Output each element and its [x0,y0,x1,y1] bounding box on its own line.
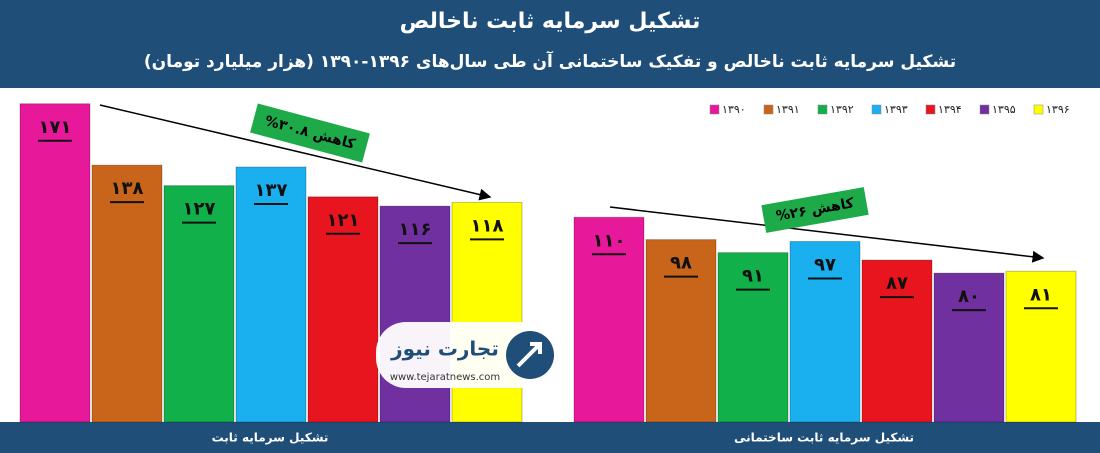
bar [163,185,235,423]
legend-swatch [817,104,828,115]
value-label: ۹۱ [742,266,764,287]
trend-arrow [609,206,1045,263]
watermark-name: تجارت نیوز [390,337,499,361]
legend-swatch [709,104,720,115]
bar [645,239,717,423]
value-label: ۱۱۰ [593,230,626,251]
chart-subtitle: تشکیل سرمایه ثابت ناخالص و تفکیک ساختمان… [144,50,956,72]
trend-arrow [99,104,492,201]
value-label: ۹۷ [814,254,836,275]
legend-label: ۱۳۹۱ [776,103,800,116]
legend-label: ۱۳۹۵ [992,103,1016,116]
bar [235,166,307,423]
value-label: ۸۱ [1030,284,1052,305]
legend-swatch [925,104,936,115]
bar [19,103,91,423]
bar [861,259,933,423]
value-label: ۱۱۸ [471,215,504,236]
value-label: ۱۱۶ [399,219,432,240]
legend-label: ۱۳۹۰ [722,103,746,116]
value-label: ۱۳۷ [255,180,288,201]
bar [91,164,163,423]
watermark: تجارت نیوز www.tejaratnews.com [376,322,562,388]
bars: ۱۷۱ ۱۳۸ ۱۲۷ ۱۳۷ ۱۲۱ ۱۱۶ ۱۱۸ ۱۱۰ ۹۸ ۹۱ ۹۷ ۸۷ ۸۰ ۸۱ [19,103,1077,423]
legend-swatch [763,104,774,115]
value-label: ۸۷ [886,273,908,294]
value-label: ۸۰ [958,286,980,307]
legend-swatch [871,104,882,115]
bar [573,216,645,423]
value-label: ۱۲۷ [183,199,216,220]
x-tick-label: تشکیل سرمایه ثابت ساختمانی [734,431,914,445]
legend-swatch [979,104,990,115]
bar [789,240,861,423]
legend-label: ۱۳۹۶ [1046,103,1070,116]
value-label: ۹۸ [670,253,692,274]
chart-title: تشکیل سرمایه ثابت ناخالص [400,9,701,34]
watermark-logo-arrow [516,342,542,368]
annotation-box [761,187,869,233]
legend-label: ۱۳۹۴ [938,103,962,116]
legend-label: ۱۳۹۳ [884,103,908,116]
value-label: ۱۲۱ [327,210,360,231]
value-label: ۱۳۸ [111,178,144,199]
legend-label: ۱۳۹۲ [830,103,854,116]
bar [1005,270,1077,423]
footer-band [0,422,1100,453]
annotation: کاهش ۳۰.۸% [250,103,370,163]
x-tick-label: تشکیل سرمایه ثابت [212,431,329,445]
value-label: ۱۷۱ [39,117,72,138]
legend-swatch [1033,104,1044,115]
annotation: کاهش ۲۶% [761,187,869,233]
header-band [0,0,1100,88]
watermark-url: www.tejaratnews.com [390,372,500,383]
bar [717,252,789,423]
annotation-box [250,103,370,163]
bar [933,272,1005,423]
